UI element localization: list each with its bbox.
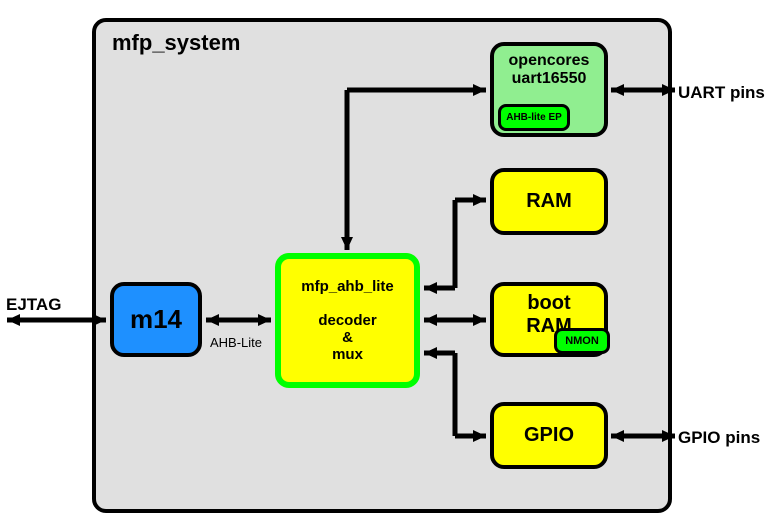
label-ejtag: EJTAG (6, 295, 61, 315)
label-m14: m14 (130, 304, 182, 335)
label-nmon: NMON (565, 335, 599, 347)
label-ram: RAM (526, 190, 572, 213)
decoder-line: mux (332, 346, 363, 363)
node-ahb-lite-ep: AHB-lite EP (498, 104, 570, 131)
label-gpio: GPIO (524, 424, 574, 447)
node-m14: m14 (110, 282, 202, 357)
label-gpio-pins: GPIO pins (678, 428, 760, 448)
bootram-line: boot (527, 292, 570, 315)
decoder-line (345, 295, 349, 312)
label-ahb-ep: AHB-lite EP (506, 112, 562, 123)
label-ahb-lite: AHB-Lite (210, 335, 262, 350)
node-ram: RAM (490, 168, 608, 235)
label-uart-pins: UART pins (678, 83, 765, 103)
system-title: mfp_system (112, 30, 240, 56)
decoder-line: mfp_ahb_lite (301, 278, 394, 295)
decoder-line: decoder (318, 312, 376, 329)
uart-line: uart16550 (512, 70, 587, 88)
uart-line: opencores (509, 52, 590, 70)
node-decoder: mfp_ahb_lite decoder&mux (275, 253, 420, 388)
decoder-line: & (342, 329, 353, 346)
node-nmon: NMON (554, 328, 610, 354)
node-gpio: GPIO (490, 402, 608, 469)
